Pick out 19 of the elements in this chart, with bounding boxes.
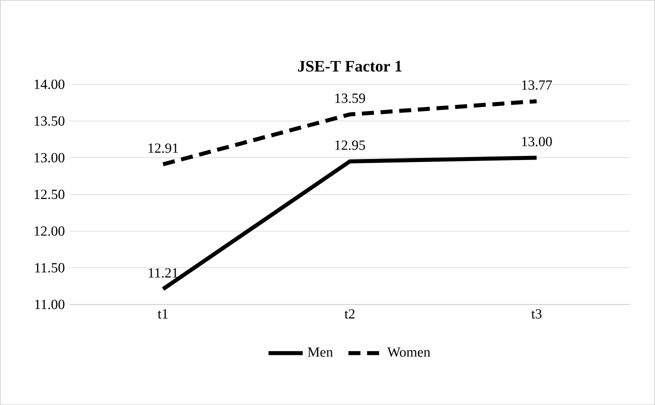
y-tick-label: 12.50 bbox=[34, 190, 64, 200]
y-tick-label: 13.00 bbox=[34, 153, 64, 163]
x-tick-label: t3 bbox=[531, 309, 542, 319]
data-label: 11.21 bbox=[148, 268, 178, 278]
y-tick-label: 11.00 bbox=[35, 300, 64, 310]
data-label: 13.77 bbox=[522, 80, 552, 90]
legend-label: Men bbox=[308, 348, 333, 357]
y-tick-label: 12.00 bbox=[34, 226, 64, 236]
data-label: 12.95 bbox=[335, 140, 366, 150]
y-tick-label: 13.50 bbox=[34, 116, 64, 126]
x-tick-label: t2 bbox=[344, 309, 355, 319]
y-tick-label: 14.00 bbox=[34, 80, 64, 90]
data-label: 13.00 bbox=[522, 136, 552, 146]
chart-title: JSE-T Factor 1 bbox=[298, 60, 402, 72]
x-tick-label: t1 bbox=[158, 309, 168, 319]
legend-label: Women bbox=[387, 348, 430, 357]
y-tick-label: 11.50 bbox=[35, 263, 64, 273]
data-label: 13.59 bbox=[335, 94, 366, 104]
data-label: 12.91 bbox=[148, 144, 178, 154]
